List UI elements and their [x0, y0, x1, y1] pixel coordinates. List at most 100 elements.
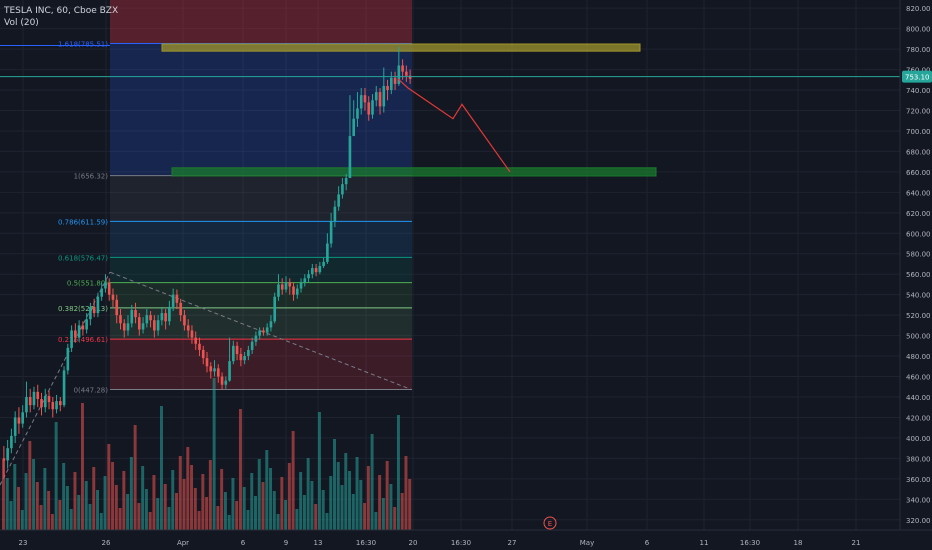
- volume-bar: [344, 453, 348, 530]
- time-axis-tick-label: 18: [794, 539, 803, 547]
- candle-body: [341, 184, 344, 195]
- candle-body: [337, 194, 340, 207]
- candle-body: [32, 391, 36, 406]
- price-axis-tick-label: 760.00: [906, 67, 931, 75]
- candle-body: [239, 354, 243, 361]
- time-axis-tick-label: 9: [284, 539, 288, 547]
- volume-bar: [363, 503, 367, 530]
- candle-body: [130, 310, 134, 324]
- volume-bar: [201, 474, 205, 530]
- fib-band: [110, 43, 412, 176]
- volume-bar: [385, 461, 389, 530]
- volume-bar: [404, 456, 408, 530]
- candle-body: [17, 417, 21, 424]
- volume-bar: [126, 494, 130, 530]
- volume-bar: [306, 458, 310, 530]
- price-axis-tick-label: 800.00: [906, 26, 931, 34]
- candle-body: [318, 266, 322, 273]
- price-axis-tick-label: 320.00: [906, 517, 931, 525]
- volume-bar: [246, 510, 250, 530]
- candle-body: [216, 368, 220, 377]
- volume-bar: [299, 472, 303, 530]
- candle-body: [40, 399, 43, 408]
- candle-body: [284, 282, 288, 290]
- volume-bar: [69, 509, 73, 530]
- candle-body: [92, 306, 96, 314]
- candle-body: [220, 376, 224, 385]
- volume-bar: [302, 495, 306, 530]
- volume-bar: [235, 501, 239, 530]
- candle-body: [393, 77, 397, 84]
- volume-bar: [137, 503, 141, 530]
- volume-bar: [197, 511, 201, 530]
- volume-bar: [5, 478, 9, 530]
- candle-body: [51, 402, 55, 410]
- candle-body: [224, 380, 228, 385]
- price-axis-tick-label: 620.00: [906, 210, 931, 218]
- volume-bar: [20, 510, 24, 530]
- volume-bar: [284, 500, 288, 530]
- volume-bar: [9, 501, 13, 530]
- candle-body: [235, 345, 239, 355]
- volume-bar: [152, 475, 156, 530]
- candle-body: [326, 243, 329, 262]
- volume-bar: [43, 468, 47, 530]
- candle-body: [329, 221, 333, 244]
- volume-bar: [321, 490, 325, 530]
- candle-body: [201, 349, 205, 359]
- fib-extension-zone: [110, 0, 412, 44]
- fib-level-label: 0(447.28): [74, 387, 109, 395]
- candle-body: [100, 288, 103, 297]
- volume-bar: [389, 484, 393, 530]
- volume-bar: [24, 473, 28, 530]
- candle-body: [408, 75, 412, 79]
- volume-bar: [47, 491, 51, 530]
- candle-body: [389, 77, 393, 91]
- candle-body: [371, 100, 374, 115]
- fib-level-label: 1.618(785.51): [58, 40, 108, 48]
- volume-bar: [92, 467, 96, 530]
- earnings-marker-icon: [543, 516, 557, 530]
- time-axis-tick-label: May: [580, 539, 594, 547]
- fib-band: [110, 175, 412, 222]
- fib-level-label: 0.786(611.59): [58, 218, 108, 226]
- candle-body: [81, 325, 85, 330]
- volume-bar: [408, 479, 412, 530]
- candle-body: [363, 95, 367, 103]
- volume-bar: [107, 444, 111, 530]
- time-axis-tick-label: 27: [508, 539, 517, 547]
- candle-body: [186, 325, 190, 331]
- price-axis-tick-label: 380.00: [906, 455, 931, 463]
- candle-body: [277, 284, 280, 297]
- price-axis: [900, 0, 932, 550]
- volume-bar: [370, 434, 374, 530]
- volume-bar: [133, 425, 137, 530]
- volume-bar: [141, 466, 145, 530]
- volume-bar: [269, 468, 273, 530]
- volume-bar: [272, 491, 276, 530]
- volume-bar: [175, 493, 178, 530]
- volume-bar: [62, 463, 66, 530]
- candle-body: [47, 395, 51, 403]
- volume-bar: [325, 513, 329, 530]
- price-axis-tick-label: 540.00: [906, 292, 931, 300]
- candle-body: [232, 345, 235, 362]
- candle-body: [378, 92, 382, 107]
- candle-body: [209, 366, 213, 372]
- candle-body: [314, 268, 318, 273]
- candle-body: [115, 299, 119, 316]
- candle-body: [401, 65, 404, 72]
- time-axis-tick-label: 26: [102, 539, 111, 547]
- candle-body: [382, 85, 386, 107]
- candle-body: [28, 396, 32, 406]
- candle-body: [10, 435, 13, 449]
- candle-body: [126, 323, 130, 331]
- volume-bar: [238, 409, 242, 530]
- volume-bar: [295, 509, 299, 530]
- volume-bar: [261, 482, 265, 530]
- fib-level-label: 0.5(551.80): [67, 280, 108, 288]
- volume-bar: [378, 475, 382, 530]
- volume-bar: [171, 470, 175, 530]
